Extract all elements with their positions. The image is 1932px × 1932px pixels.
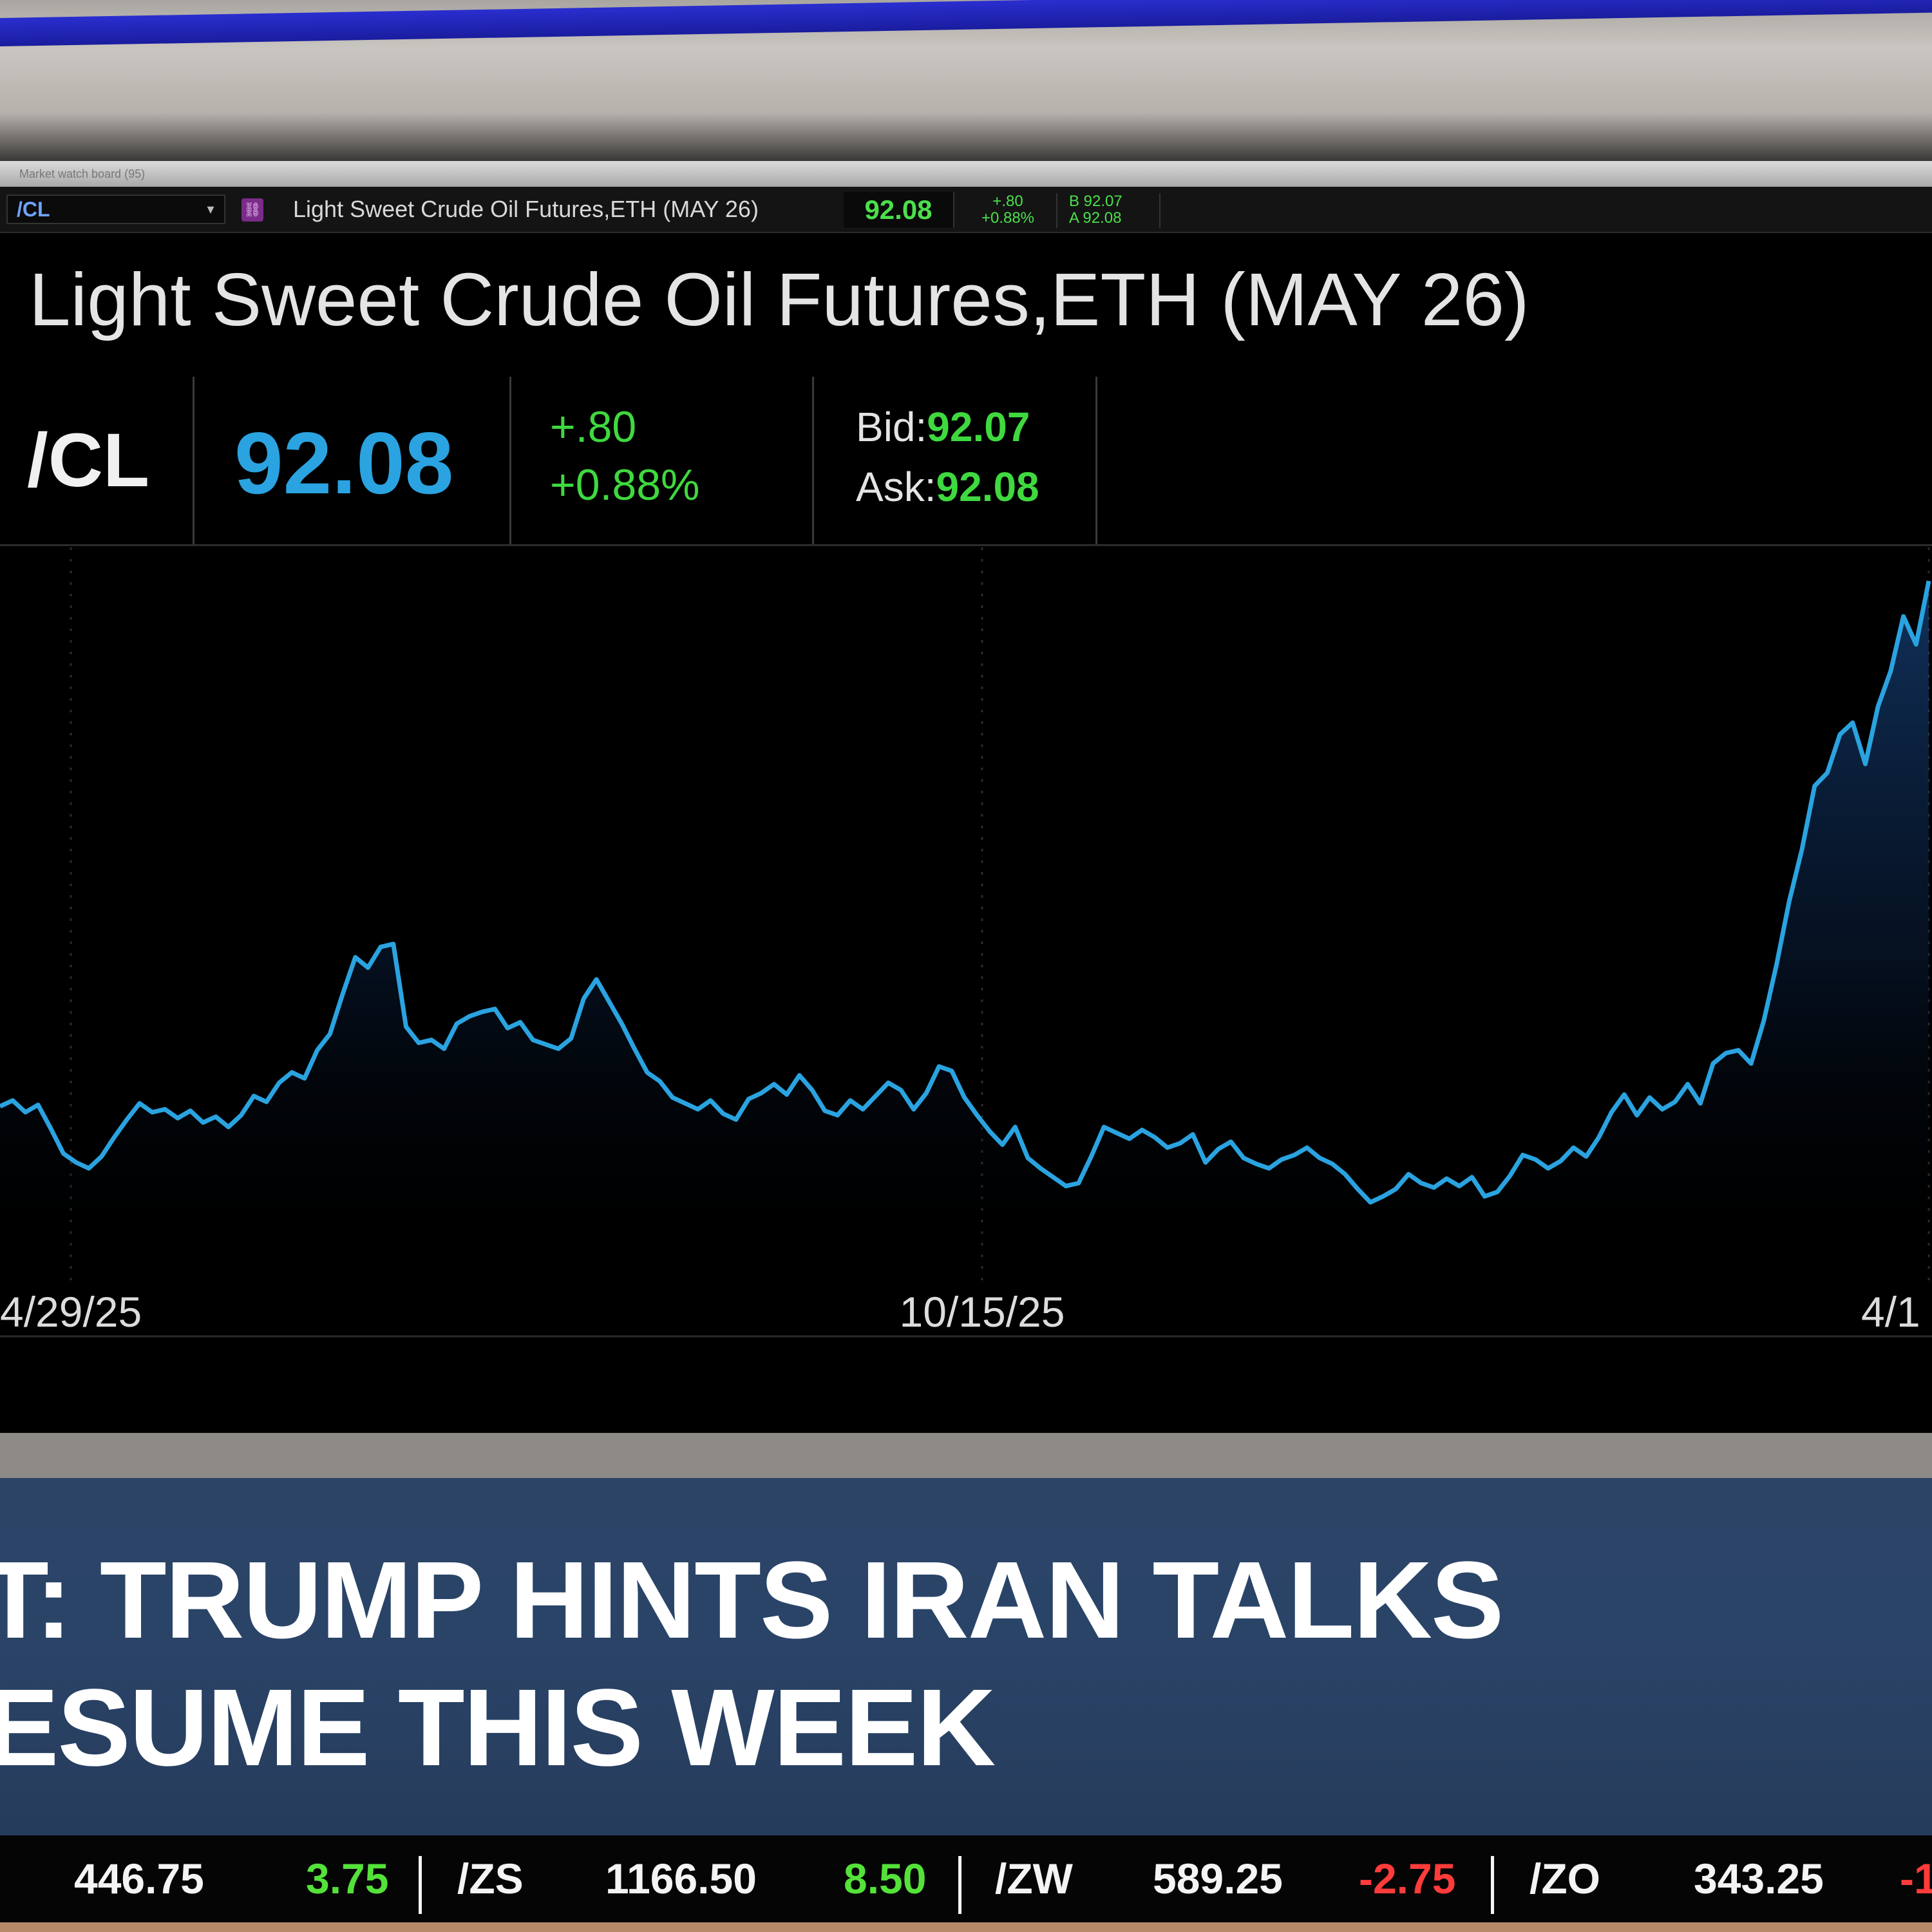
quote-summary: /CL 92.08 +.80 +0.88% Bid:92.07 Ask:92.0…: [0, 377, 1932, 544]
price-area-fill: [0, 581, 1929, 1269]
price-chart-svg: 4/29/25 10/15/25 4/1: [0, 547, 1932, 1338]
headline-line-2: ESUME THIS WEEK: [0, 1667, 996, 1789]
chevron-down-icon[interactable]: ▾: [207, 201, 214, 217]
toolbar-ask: A 92.08: [1069, 209, 1122, 227]
toolbar-change-pct: +0.88%: [981, 209, 1035, 227]
x-tick-label: 4/29/25: [0, 1288, 142, 1336]
ask-value: 92.08: [936, 464, 1039, 510]
x-tick-label: 10/15/25: [900, 1288, 1065, 1336]
quote-symbol-cell: /CL: [0, 377, 194, 544]
quote-last-cell: 92.08: [194, 377, 511, 544]
price-line: [0, 580, 1931, 1205]
ticker-change-up: 3.75: [306, 1855, 389, 1902]
quote-symbol: /CL: [27, 418, 150, 503]
quote-divider: [0, 544, 1932, 546]
instrument-title: Light Sweet Crude Oil Futures,ETH (MAY 2…: [29, 258, 1530, 341]
link-chain-icon[interactable]: ⛓: [242, 198, 263, 222]
trading-monitor: Market watch board (95) /CL ▾ ⛓ Light Sw…: [0, 161, 1932, 1594]
ticker-separator: [419, 1856, 422, 1914]
ticker-value: 1166.50: [605, 1855, 757, 1902]
ticker-separator: [1491, 1856, 1494, 1914]
market-ticker: 446.75 3.75/ZS 1166.50 8.50/ZW 589.25 -2.75/Z…: [0, 1835, 1932, 1922]
window-title-bar: Market watch board (95): [0, 161, 1932, 187]
ticker-separator: [958, 1856, 961, 1914]
headline-line-1: T: TRUMP HINTS IRAN TALKS: [0, 1539, 1504, 1662]
ticker-symbol: /ZS: [457, 1855, 524, 1902]
ask-label: Ask:: [856, 464, 936, 510]
quote-change-cell: +.80 +0.88%: [511, 377, 814, 544]
x-tick-label: 4/1: [1861, 1288, 1920, 1336]
bid-label: Bid:: [856, 404, 927, 450]
quote-change-pct: +0.88%: [550, 460, 700, 509]
ticker-symbol: /ZW: [995, 1855, 1073, 1902]
news-lower-third: T: TRUMP HINTS IRAN TALKS ESUME THIS WEE…: [0, 1478, 1932, 1835]
ticker-change-down: -2.75: [1359, 1855, 1456, 1902]
price-chart[interactable]: 4/29/25 10/15/25 4/1: [0, 547, 1932, 1436]
ticker-change-down: -1: [1900, 1855, 1932, 1902]
bid-row: Bid:92.07: [856, 402, 1030, 451]
quote-bid-ask-cell: Bid:92.07 Ask:92.08: [814, 377, 1097, 544]
ticker-change-up: 8.50: [844, 1855, 927, 1902]
toolbar-bid: B 92.07: [1069, 193, 1122, 210]
ticker-value: 589.25: [1153, 1855, 1283, 1902]
bid-value: 92.07: [927, 404, 1030, 450]
ticker-symbol: /ZO: [1530, 1855, 1600, 1902]
ask-row: Ask:92.08: [856, 462, 1039, 511]
toolbar-bid-ask: B 92.07 A 92.08: [1063, 193, 1160, 228]
ticker-value: 446.75: [74, 1855, 204, 1902]
symbol-input[interactable]: /CL: [6, 194, 225, 224]
toolbar-change: +.80 +0.88%: [960, 193, 1057, 228]
ticker-value: 343.25: [1694, 1855, 1824, 1902]
desk-edge: [0, 1922, 1932, 1932]
toolbar-last-price: 92.08: [844, 192, 954, 228]
window-title: Market watch board (95): [19, 167, 146, 180]
symbol-description: Light Sweet Crude Oil Futures,ETH (MAY 2…: [293, 196, 759, 222]
quote-change-net: +.80: [550, 402, 637, 451]
quote-toolbar: /CL ▾ ⛓ Light Sweet Crude Oil Futures,ET…: [0, 187, 1932, 233]
quote-last-price: 92.08: [234, 414, 454, 512]
toolbar-change-net: +.80: [992, 193, 1023, 210]
